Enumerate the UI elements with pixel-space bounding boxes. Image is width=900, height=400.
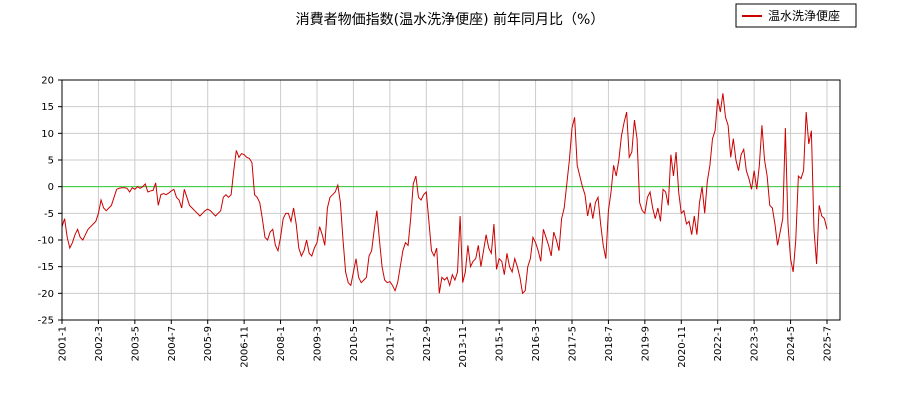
x-tick-label: 2022-1: [713, 326, 724, 361]
legend: 温水洗浄便座: [735, 3, 857, 28]
y-axis: 20 15 10 5 0 -5 -10 -15 -20 -25: [38, 76, 62, 327]
y-tick-label: -20: [38, 289, 54, 300]
x-tick-label: 2024-5: [786, 326, 797, 361]
x-tick-label: 2001-1: [58, 326, 69, 361]
chart-title: 消費者物価指数(温水洗浄便座) 前年同月比（%）: [296, 11, 605, 28]
x-tick-label: 2015-1: [495, 326, 506, 361]
x-tick-label: 2023-3: [750, 326, 761, 361]
y-tick-label: 15: [41, 102, 54, 113]
x-tick-label: 2009-3: [312, 326, 323, 361]
x-tick-label: 2005-9: [203, 326, 214, 361]
y-tick-label: -10: [38, 236, 54, 247]
x-axis: 2001-1 2002-3 2003-5 2004-7 2005-9 2006-11 200…: [58, 320, 833, 368]
x-tick-label: 2002-3: [94, 326, 105, 361]
x-tick-label: 2013-11: [458, 326, 469, 368]
legend-box: [735, 3, 857, 28]
y-tick-label: -25: [38, 316, 54, 327]
x-tick-label: 2016-3: [531, 326, 542, 361]
y-tick-label: 5: [48, 156, 54, 167]
x-tick-label: 2012-9: [422, 326, 433, 361]
legend-label: 温水洗浄便座: [768, 8, 840, 23]
x-tick-label: 2025-7: [822, 326, 833, 361]
y-tick-label: -15: [38, 262, 54, 273]
y-tick-label: -5: [44, 209, 54, 220]
x-tick-label: 2006-11: [240, 326, 251, 368]
x-tick-label: 2020-11: [677, 326, 688, 368]
y-tick-label: 10: [41, 129, 54, 140]
x-tick-label: 2018-7: [604, 326, 615, 361]
x-tick-label: 2017-5: [567, 326, 578, 361]
x-tick-label: 2010-5: [349, 326, 360, 361]
x-tick-label: 2003-5: [130, 326, 141, 361]
x-tick-label: 2008-1: [276, 326, 287, 361]
y-tick-label: 20: [41, 76, 54, 87]
x-tick-label: 2004-7: [167, 326, 178, 361]
plot-frame: [61, 79, 841, 321]
grid: [61, 79, 840, 321]
series-line: [61, 93, 828, 295]
y-tick-label: 0: [48, 182, 54, 193]
x-tick-label: 2019-9: [640, 326, 651, 361]
x-tick-label: 2011-7: [385, 326, 396, 361]
